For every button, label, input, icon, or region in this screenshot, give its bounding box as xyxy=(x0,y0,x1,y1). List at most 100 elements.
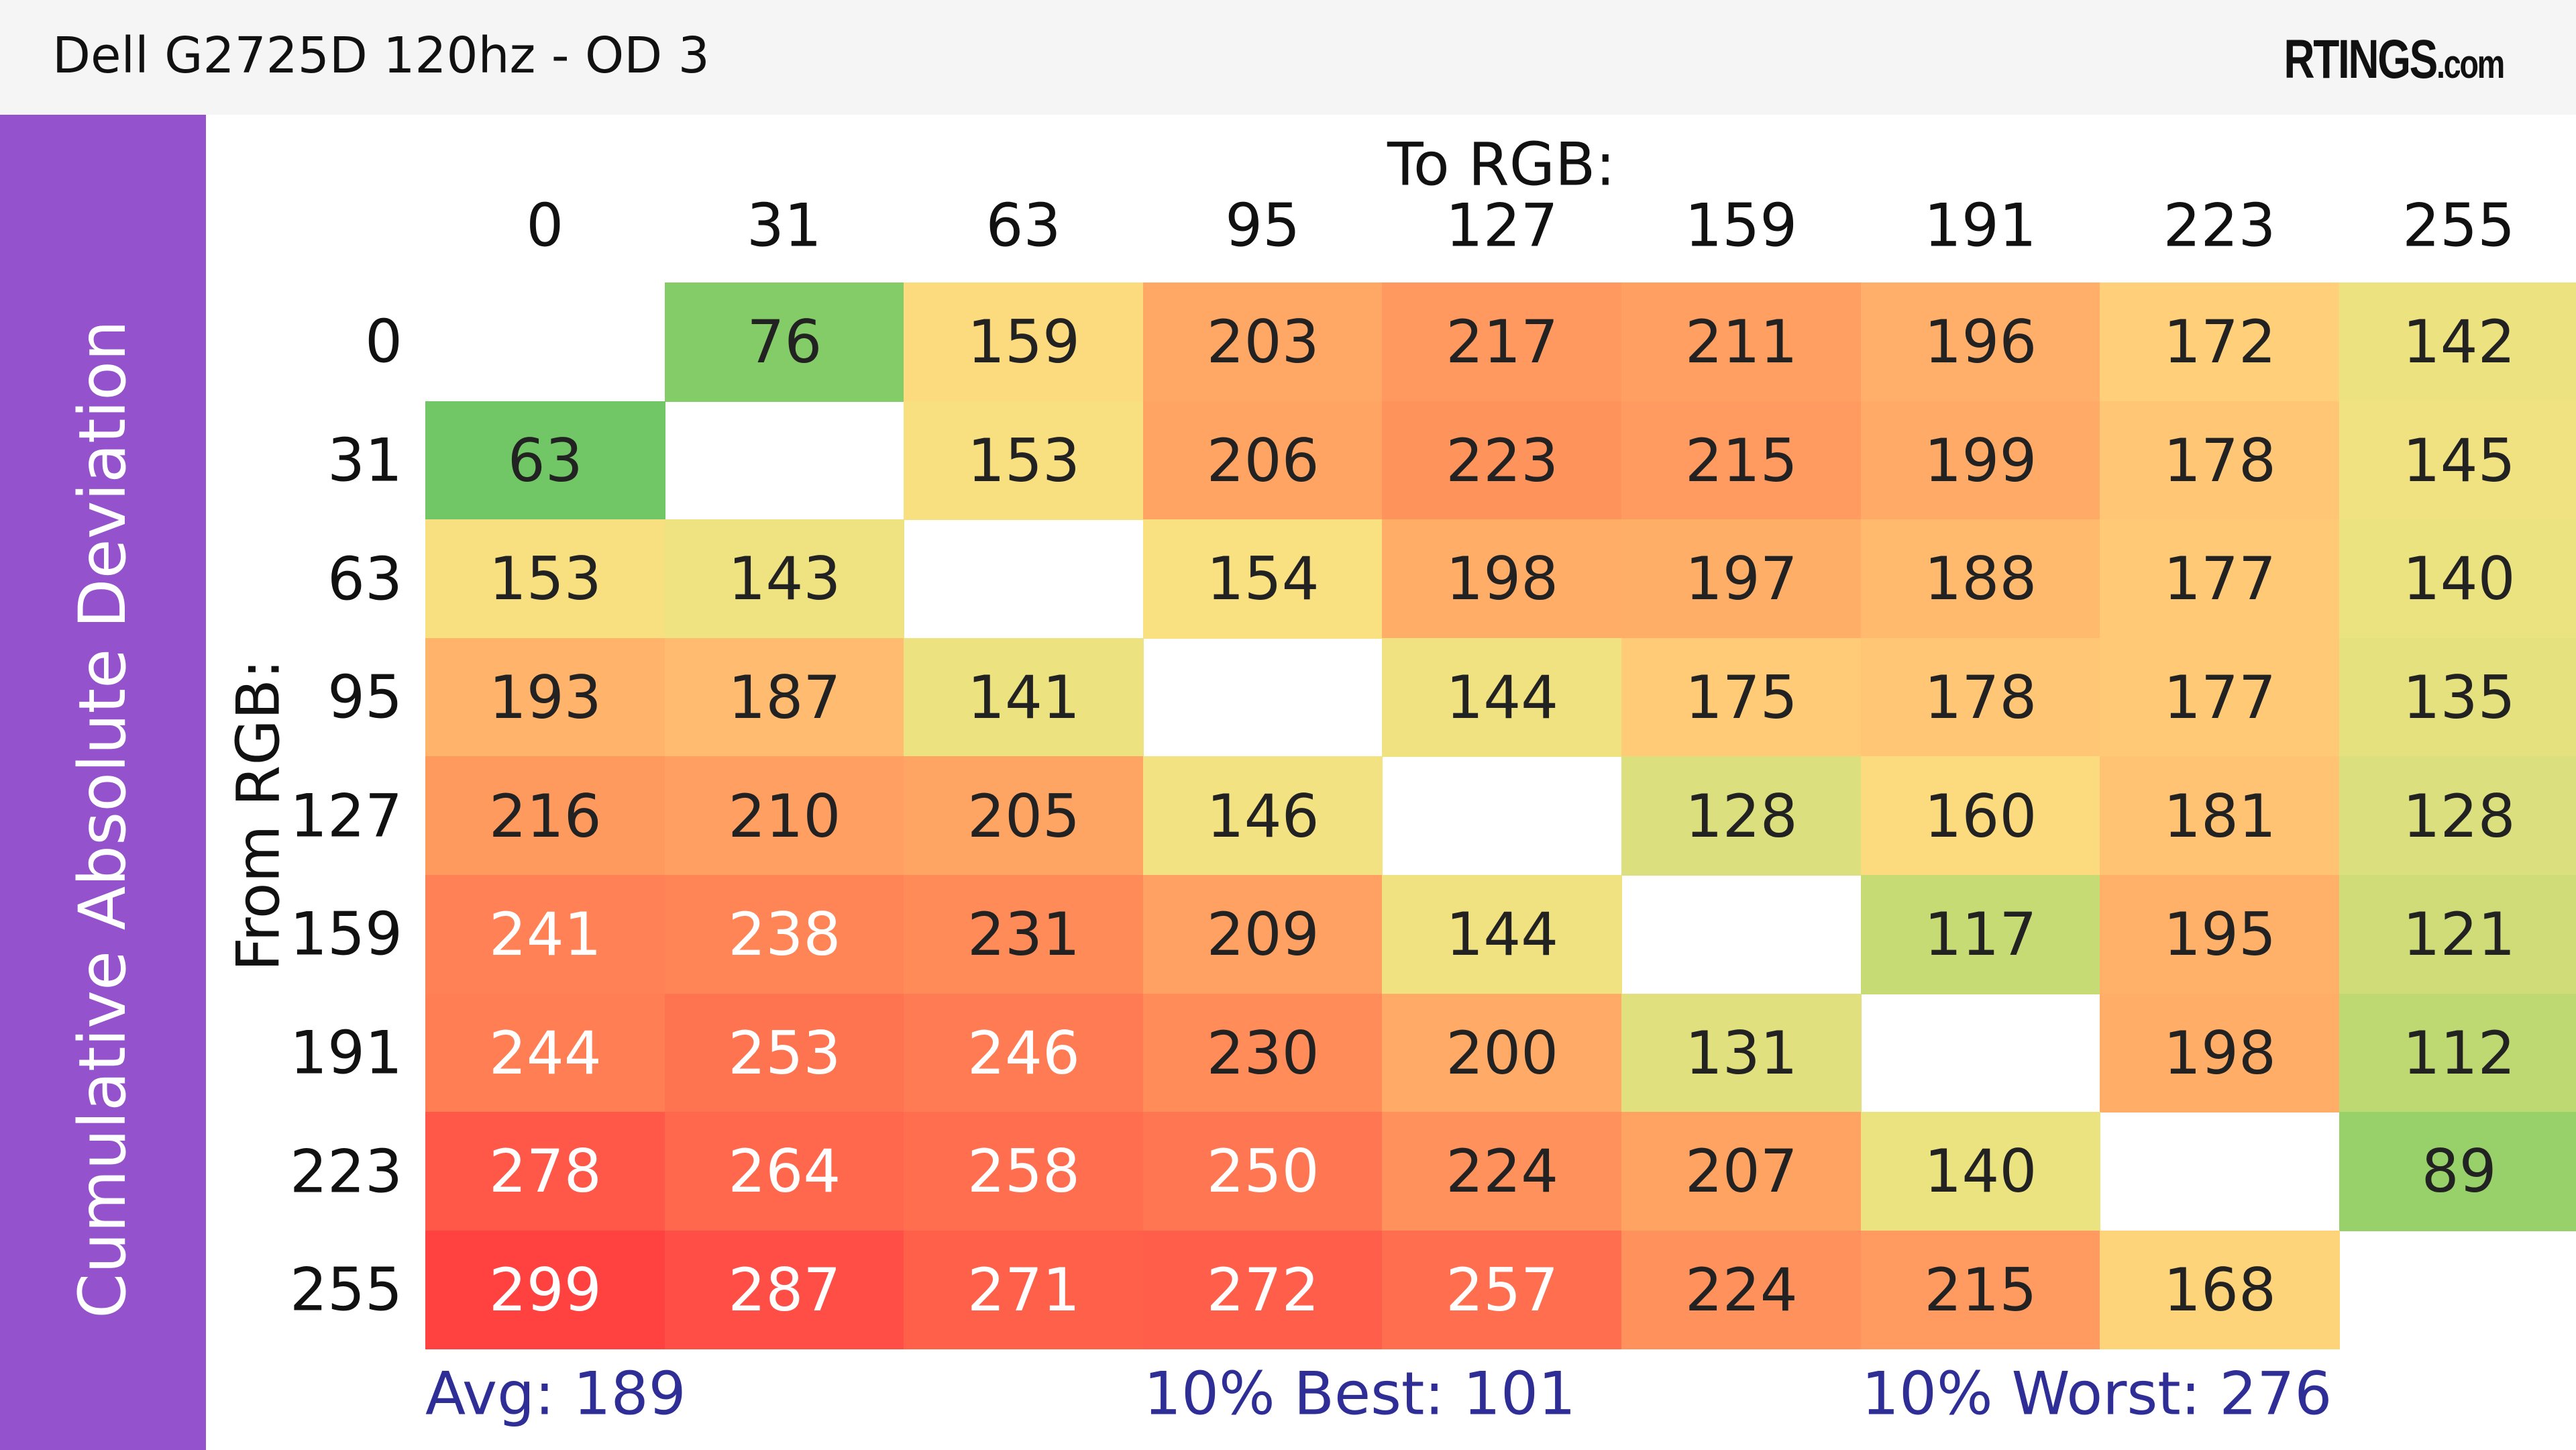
heatmap-cell: 215 xyxy=(1621,401,1862,521)
y-axis-label: From RGB: xyxy=(223,659,293,972)
heatmap-cell: 217 xyxy=(1382,282,1622,402)
x-tick-label: 31 xyxy=(746,191,822,260)
heatmap-cell: 299 xyxy=(425,1230,665,1350)
heatmap-cell: 144 xyxy=(1382,875,1622,994)
heatmap-cell: 131 xyxy=(1621,993,1862,1113)
worst-label: 10% Worst: 276 xyxy=(1862,1359,2332,1429)
logo-suffix: .com xyxy=(2436,42,2505,87)
avg-label: Avg: 189 xyxy=(425,1359,686,1429)
x-tick-label: 95 xyxy=(1225,191,1301,260)
heatmap-cell: 193 xyxy=(425,637,665,758)
x-tick-label: 191 xyxy=(1923,191,2037,260)
heatmap-cell: 172 xyxy=(2100,282,2340,402)
heatmap-cell: 144 xyxy=(1382,637,1622,758)
heatmap-cell: 207 xyxy=(1621,1112,1862,1231)
heatmap-cell: 203 xyxy=(1142,282,1383,402)
heatmap-cell: 76 xyxy=(664,282,905,402)
y-tick-label: 191 xyxy=(290,1018,402,1088)
rtings-logo: RTINGS.com xyxy=(2284,28,2506,91)
heatmap-cell: 231 xyxy=(904,875,1144,994)
heatmap-cell: 241 xyxy=(425,875,665,994)
heatmap-cell: 230 xyxy=(1142,993,1383,1113)
heatmap-cell-empty xyxy=(2339,1231,2576,1350)
heatmap-cell: 178 xyxy=(1860,637,2101,758)
best-label: 10% Best: 101 xyxy=(1144,1359,1576,1429)
y-tick-label: 223 xyxy=(290,1137,402,1206)
heatmap-cell: 278 xyxy=(425,1112,665,1231)
heatmap-cell: 200 xyxy=(1382,993,1622,1113)
heatmap-cell: 128 xyxy=(2339,756,2576,876)
heatmap-cell: 145 xyxy=(2339,401,2576,521)
heatmap-cell: 224 xyxy=(1382,1112,1622,1231)
heatmap-cell: 210 xyxy=(664,756,905,876)
heatmap-cell: 154 xyxy=(1142,519,1383,639)
heatmap-cell: 121 xyxy=(2339,875,2576,994)
heatmap-cell: 168 xyxy=(2100,1230,2340,1350)
heatmap-cell: 258 xyxy=(904,1112,1144,1231)
heatmap-cell: 216 xyxy=(425,756,665,876)
heatmap-cell: 63 xyxy=(425,401,665,521)
heatmap-cell: 128 xyxy=(1621,756,1862,876)
x-tick-label: 159 xyxy=(1684,191,1798,260)
heatmap-cell: 159 xyxy=(904,282,1144,402)
x-tick-label: 127 xyxy=(1445,191,1558,260)
heatmap-cell-empty xyxy=(1621,875,1862,994)
heatmap-cell: 246 xyxy=(904,993,1144,1113)
heatmap-cell: 209 xyxy=(1142,875,1383,994)
heatmap-cell: 196 xyxy=(1860,282,2101,402)
y-tick-label: 63 xyxy=(327,544,402,613)
heatmap-cell: 211 xyxy=(1621,282,1862,402)
heatmap-cell: 175 xyxy=(1621,637,1862,758)
heatmap-cell: 198 xyxy=(1382,519,1622,639)
y-tick-label: 95 xyxy=(327,662,402,732)
y-tick-label: 255 xyxy=(290,1255,402,1325)
heatmap-cell: 287 xyxy=(664,1230,905,1350)
heatmap-cell: 140 xyxy=(1860,1112,2101,1231)
heatmap-cell: 142 xyxy=(2339,282,2576,402)
heatmap-cell-empty xyxy=(1861,994,2101,1113)
y-tick-label: 31 xyxy=(327,425,402,495)
heatmap-cell-empty xyxy=(1143,638,1383,758)
heatmap-cell: 199 xyxy=(1860,401,2101,521)
heatmap-cell-empty xyxy=(425,282,665,402)
heatmap-cell: 89 xyxy=(2339,1112,2576,1231)
heatmap-cell: 264 xyxy=(664,1112,905,1231)
header: Dell G2725D 120hz - OD 3 RTINGS.com xyxy=(0,0,2576,115)
heatmap-cell: 271 xyxy=(904,1230,1144,1350)
heatmap-cell: 160 xyxy=(1860,756,2101,876)
x-tick-label: 63 xyxy=(985,191,1061,260)
logo-main: RTINGS xyxy=(2284,29,2438,90)
heatmap-cell: 141 xyxy=(904,637,1144,758)
heatmap-cell: 223 xyxy=(1382,401,1622,521)
heatmap-cell: 117 xyxy=(1860,875,2101,994)
x-tick-label: 255 xyxy=(2402,191,2516,260)
heatmap-cell: 140 xyxy=(2339,519,2576,639)
heatmap-cell-empty xyxy=(1382,756,1622,876)
heatmap-cell: 187 xyxy=(664,637,905,758)
heatmap-cell: 153 xyxy=(904,401,1144,521)
heatmap-cell: 257 xyxy=(1382,1230,1622,1350)
heatmap-cell: 177 xyxy=(2100,519,2340,639)
heatmap-cell: 272 xyxy=(1142,1230,1383,1350)
heatmap-cell: 181 xyxy=(2100,756,2340,876)
heatmap-cell: 195 xyxy=(2100,875,2340,994)
heatmap-cell: 112 xyxy=(2339,993,2576,1113)
y-tick-label: 159 xyxy=(290,899,402,969)
heatmap-cell: 224 xyxy=(1621,1230,1862,1350)
heatmap-cell: 146 xyxy=(1142,756,1383,876)
heatmap-cell: 153 xyxy=(425,519,665,639)
heatmap-cell-empty xyxy=(2100,1112,2340,1231)
heatmap-cell: 205 xyxy=(904,756,1144,876)
heatmap-cell: 198 xyxy=(2100,993,2340,1113)
heatmap-cell: 197 xyxy=(1621,519,1862,639)
y-tick-label: 127 xyxy=(290,781,402,851)
heatmap-cell: 135 xyxy=(2339,637,2576,758)
sidebar-label: Cumulative Absolute Deviation xyxy=(65,320,140,1318)
chart-title: Dell G2725D 120hz - OD 3 xyxy=(52,27,710,85)
heatmap-cell: 206 xyxy=(1142,401,1383,521)
x-tick-label: 0 xyxy=(526,191,564,260)
heatmap-cell: 238 xyxy=(664,875,905,994)
heatmap-cell: 253 xyxy=(664,993,905,1113)
heatmap-cell: 143 xyxy=(664,519,905,639)
sidebar: Cumulative Absolute Deviation xyxy=(0,115,206,1450)
